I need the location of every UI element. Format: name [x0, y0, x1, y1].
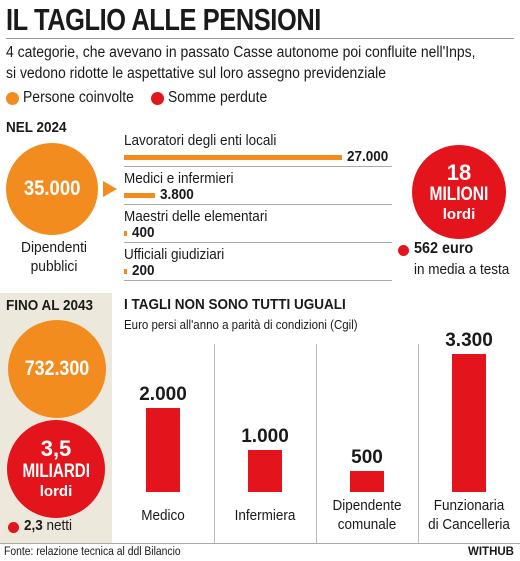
subtitle-line-2: si vedono ridotte le aspettative sul lor…	[6, 65, 386, 82]
cut-category-label: Medico	[118, 506, 208, 525]
categories-2024-chart: Lavoratori degli enti locali 27.000 Medici…	[124, 132, 392, 281]
category-bar	[124, 193, 155, 198]
cut-category-label-line: di Cancelleria	[428, 516, 510, 533]
category-label: Lavoratori degli enti locali	[124, 132, 277, 149]
losses-2043-qualifier: lordi	[39, 483, 73, 500]
category-bar	[124, 231, 127, 236]
avg-2024-value: 562 euro	[414, 240, 474, 257]
category-divider	[124, 204, 392, 205]
category-label: Maestri delle elementari	[124, 208, 268, 225]
legend-orange-dot-icon	[6, 92, 19, 105]
cut-bar	[452, 354, 486, 492]
people-2043-value: 732.300	[24, 357, 90, 380]
cut-value-label: 1.000	[241, 426, 289, 447]
category-label: Ufficiali giudiziari	[124, 246, 225, 263]
avg-red-dot-icon	[398, 245, 409, 256]
column-divider	[316, 344, 317, 544]
column-divider	[418, 344, 419, 544]
net-2043: 2,3 netti	[24, 517, 72, 534]
people-2024-value: 35.000	[23, 177, 81, 200]
cut-category-label-line: Medico	[141, 507, 185, 524]
legend-people-label: Persone coinvolte	[23, 89, 134, 106]
losses-2024-circle: 18 MILIONI lordi	[412, 145, 506, 239]
section-2024-heading: NEL 2024	[6, 119, 67, 136]
arrow-right-icon	[103, 181, 117, 197]
category-bar	[124, 269, 127, 274]
brand-logo: WITHUB	[468, 546, 514, 558]
cuts-chart-title: I TAGLI NON SONO TUTTI UGUALI	[124, 296, 346, 313]
cut-category-label: Funzionaria di Cancelleria	[424, 496, 514, 534]
net-2043-caption: netti	[46, 517, 73, 534]
category-bar	[124, 155, 342, 160]
cut-bar	[350, 471, 384, 492]
cuts-chart: 2.000 Medico 1.000 Infermiera 500 Dipendente c…	[112, 330, 520, 544]
avg-2024-caption: in media a testa	[414, 261, 510, 278]
losses-2043-circle: 3,5 MILIARDI lordi	[7, 420, 105, 518]
column-divider	[214, 344, 215, 544]
cuts-chart-subtitle: Euro persi all'anno a parità di condizio…	[124, 318, 358, 332]
losses-2024-unit: MILIONI	[429, 183, 489, 205]
legend-red-dot-icon	[151, 92, 164, 105]
cut-value-label: 2.000	[139, 384, 187, 405]
cut-value-label: 3.300	[445, 330, 493, 351]
cut-category-label: Infermiera	[220, 506, 310, 525]
people-2024-circle: 35.000	[6, 143, 98, 235]
category-value: 27.000	[347, 148, 389, 165]
footer-divider	[0, 543, 520, 544]
people-2024-caption-line-2: pubblici	[30, 258, 78, 275]
cut-category-label-line: Funzionaria	[433, 497, 505, 514]
category-label: Medici e infermieri	[124, 170, 234, 187]
cut-bar	[248, 450, 282, 492]
legend-losses-label: Somme perdute	[168, 89, 268, 106]
cut-category-label: Dipendente comunale	[322, 496, 412, 534]
category-divider	[124, 166, 392, 167]
people-2024-caption-line-1: Dipendenti	[21, 239, 87, 256]
net-red-dot-icon	[8, 522, 19, 533]
category-value: 3.800	[160, 186, 194, 203]
category-value: 400	[132, 224, 155, 241]
losses-2024-qualifier: lordi	[442, 205, 476, 223]
people-2043-circle: 732.300	[8, 320, 106, 418]
cut-bar	[146, 408, 180, 492]
cut-category-label-line: Dipendente	[332, 497, 402, 514]
net-2043-value: 2,3	[24, 517, 43, 534]
category-value: 200	[132, 262, 155, 279]
category-divider	[124, 280, 392, 281]
page-title: IL TAGLIO ALLE PENSIONI	[6, 2, 321, 37]
people-2024-caption: Dipendenti pubblici	[10, 238, 98, 276]
losses-2043-unit: MILIARDI	[22, 461, 90, 482]
cut-category-label-line: comunale	[337, 516, 397, 533]
cut-value-label: 500	[351, 447, 383, 468]
losses-2043-value: 3,5	[40, 436, 72, 461]
title-divider	[6, 38, 514, 39]
section-2043-heading: FINO AL 2043	[6, 297, 94, 314]
subtitle-line-1: 4 categorie, che avevano in passato Cass…	[6, 44, 476, 61]
source-note: Fonte: relazione tecnica al ddl Bilancio	[4, 546, 181, 558]
cut-category-label-line: Infermiera	[234, 507, 296, 524]
category-divider	[124, 242, 392, 243]
losses-2024-value: 18	[446, 159, 472, 185]
